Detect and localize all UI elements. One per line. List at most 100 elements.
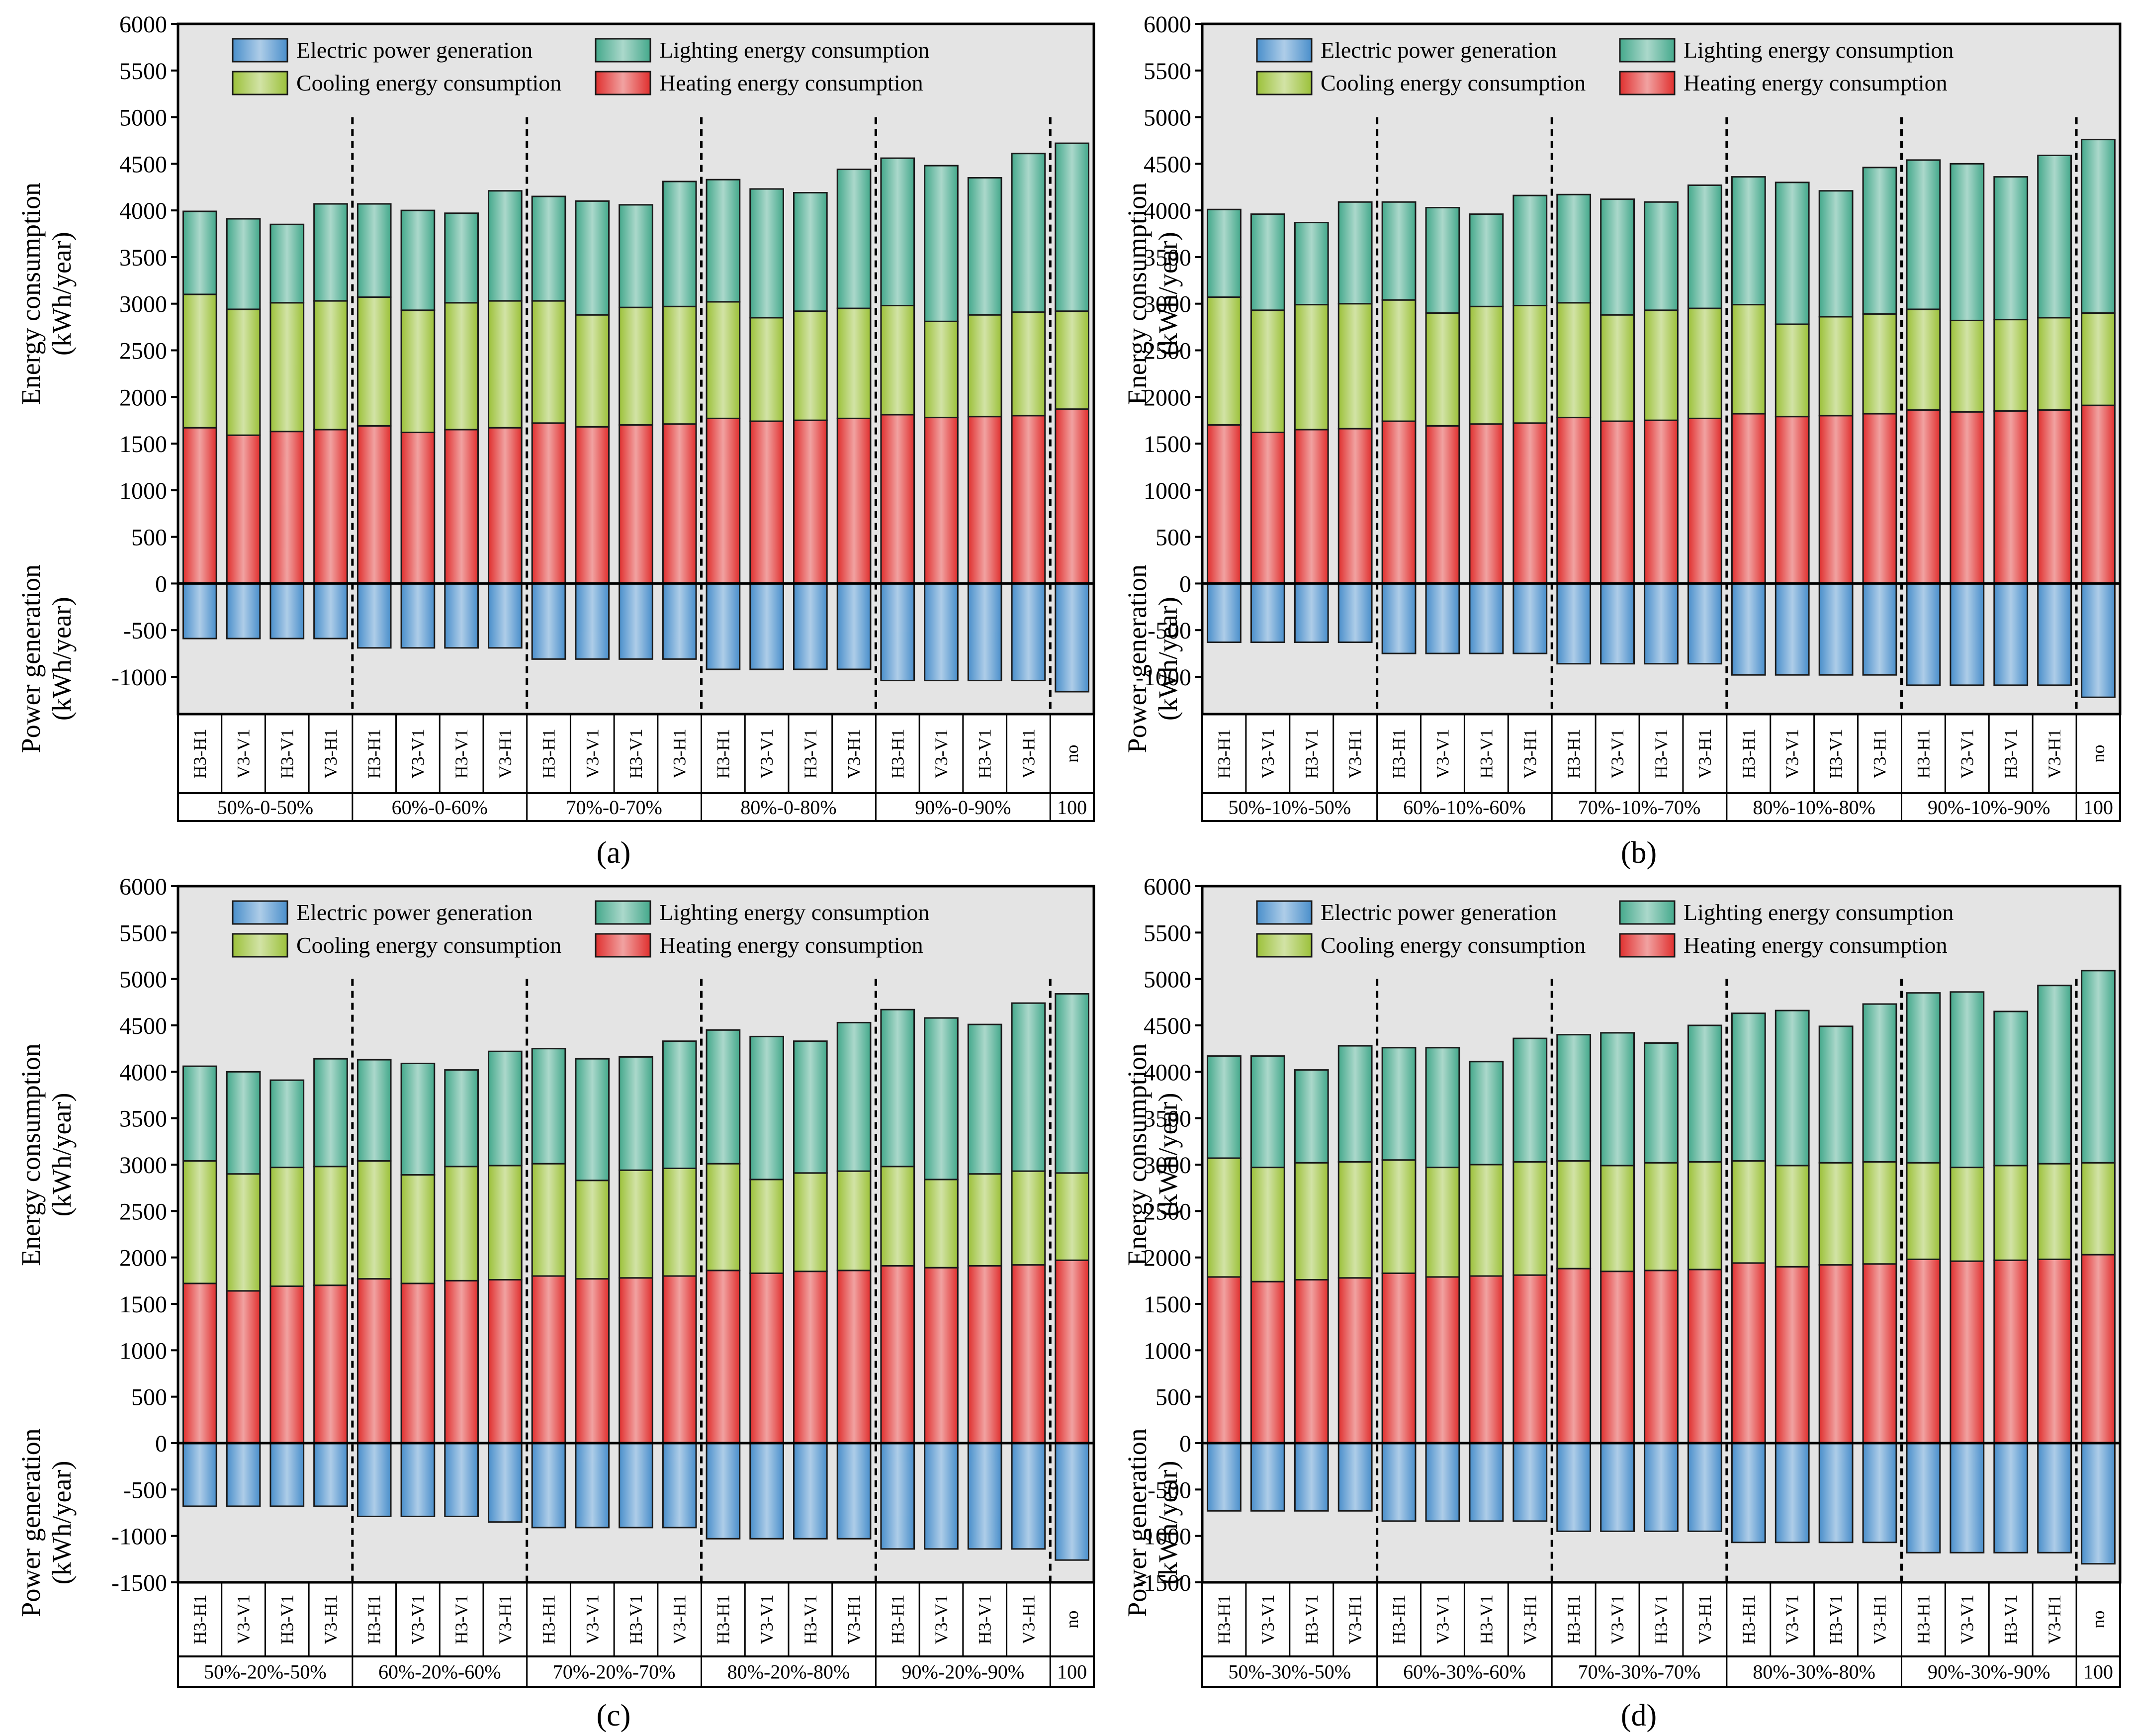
bar-cooling-7 [444,1166,479,1281]
bar-lighting-14 [749,188,784,319]
category-label: H3-H1 [888,729,907,779]
bar-heating-7 [444,1279,479,1444]
bar-lighting-12 [662,181,697,307]
bar-heating-3 [1294,429,1329,584]
bar-heating-17 [1906,1258,1941,1444]
y-axis-title-top: (kWh/year) [47,232,77,356]
bar-lighting-21 [2081,139,2116,314]
bar-heating-4 [313,429,348,584]
group-row [1201,792,2121,822]
bar-cooling-2 [226,308,261,436]
bar-lighting-18 [924,165,959,322]
bar-cooling-10 [575,314,610,428]
bar-heating-9 [1556,417,1592,584]
bar-electric-16 [1862,1442,1897,1544]
bar-heating-7 [444,429,479,584]
bar-lighting-17 [1906,992,1941,1164]
bar-heating-1 [1207,1276,1242,1444]
bar-heating-20 [1011,1264,1046,1444]
bar-heating-15 [1818,415,1854,584]
bar-lighting-7 [1469,1061,1504,1166]
category-label: V3-V1 [1432,729,1452,779]
bar-heating-13 [706,417,741,584]
category-label: V3-H1 [1870,1595,1890,1645]
bar-electric-6 [1425,1442,1460,1522]
bar-electric-14 [749,1442,784,1540]
bar-heating-13 [1731,413,1766,584]
bar-heating-4 [1337,1277,1373,1444]
bar-heating-3 [269,431,305,584]
y-tick-label: 500 [1155,1384,1191,1411]
bar-electric-2 [1250,582,1285,643]
category-label: V3-H1 [844,729,864,779]
y-tick-label: 2000 [1144,384,1191,411]
category-label: H3-H1 [1564,1595,1584,1645]
bar-cooling-16 [1862,313,1897,415]
bar-heating-19 [967,416,1002,584]
category-label: V3-H1 [1870,729,1890,779]
bar-heating-18 [924,1267,959,1444]
bar-lighting-6 [400,209,436,311]
bar-cooling-17 [880,1166,915,1267]
category-label: V3-V1 [931,729,951,779]
legend-cooling-label: Cooling energy consumption [1321,70,1586,95]
y-tick-label: 5500 [1144,58,1191,85]
bar-lighting-19 [967,177,1002,316]
group-row [177,1655,1095,1688]
group-label: 90%-10%-90% [1928,796,2050,819]
bar-lighting-1 [1207,208,1242,298]
legend-heating-swatch [1619,933,1676,958]
bar-heating-20 [1011,415,1046,584]
bar-lighting-10 [575,1058,610,1182]
y-axis-title-top: (kWh/year) [1153,232,1183,356]
y-tick-label: 5000 [1144,967,1191,993]
bar-cooling-6 [400,309,436,434]
group-label: 80%-0-80% [740,796,836,819]
category-label: H3-H1 [1739,729,1759,779]
category-label: no [2088,745,2108,763]
y-tick-label: 6000 [1144,11,1191,38]
bar-cooling-13 [1731,304,1766,415]
y-tick-label: -1500 [111,1570,167,1596]
bar-heating-10 [1600,1271,1635,1444]
bar-cooling-18 [924,320,959,419]
category-label: V3-H1 [670,729,690,779]
category-label: H3-H1 [1739,1595,1759,1645]
bar-electric-13 [706,1442,741,1540]
category-label: V3-V1 [234,729,254,779]
bar-electric-8 [1512,1442,1548,1522]
legend-heating-swatch [595,71,651,95]
bar-cooling-9 [531,1163,566,1277]
bar-electric-14 [749,582,784,670]
bar-heating-18 [1950,411,1985,584]
category-label: V3-V1 [1607,729,1627,779]
panel-label: (b) [1621,836,1657,870]
category-label: H3-V1 [975,729,995,779]
category-label: V3-H1 [844,1595,864,1645]
bar-electric-21 [1055,1442,1089,1561]
bar-heating-6 [400,432,436,584]
bar-electric-14 [1775,582,1810,676]
category-label: H3-V1 [1302,1595,1322,1645]
legend-electric-swatch [232,38,288,63]
category-label: V3-H1 [2044,1595,2064,1645]
y-tick-label: -1000 [111,664,167,691]
group-label: 100 [2083,1661,2113,1683]
bar-heating-6 [400,1282,436,1444]
bar-electric-20 [1011,1442,1046,1550]
bar-electric-13 [706,582,741,670]
category-label: H3-H1 [190,1595,210,1645]
legend-electric-label: Electric power generation [1321,37,1557,63]
y-tick-label: 1000 [1144,1338,1191,1364]
bar-cooling-14 [1775,1165,1810,1268]
group-label: 70%-30%-70% [1578,1661,1701,1683]
category-label: H3-V1 [1651,1595,1671,1645]
category-label: H3-H1 [713,1595,733,1645]
bar-electric-16 [1862,582,1897,676]
category-label: V3-V1 [1782,1595,1802,1645]
bar-lighting-9 [531,195,566,302]
bar-cooling-10 [1600,314,1635,422]
group-label: 60%-30%-60% [1403,1661,1526,1683]
bar-heating-10 [575,1278,610,1444]
